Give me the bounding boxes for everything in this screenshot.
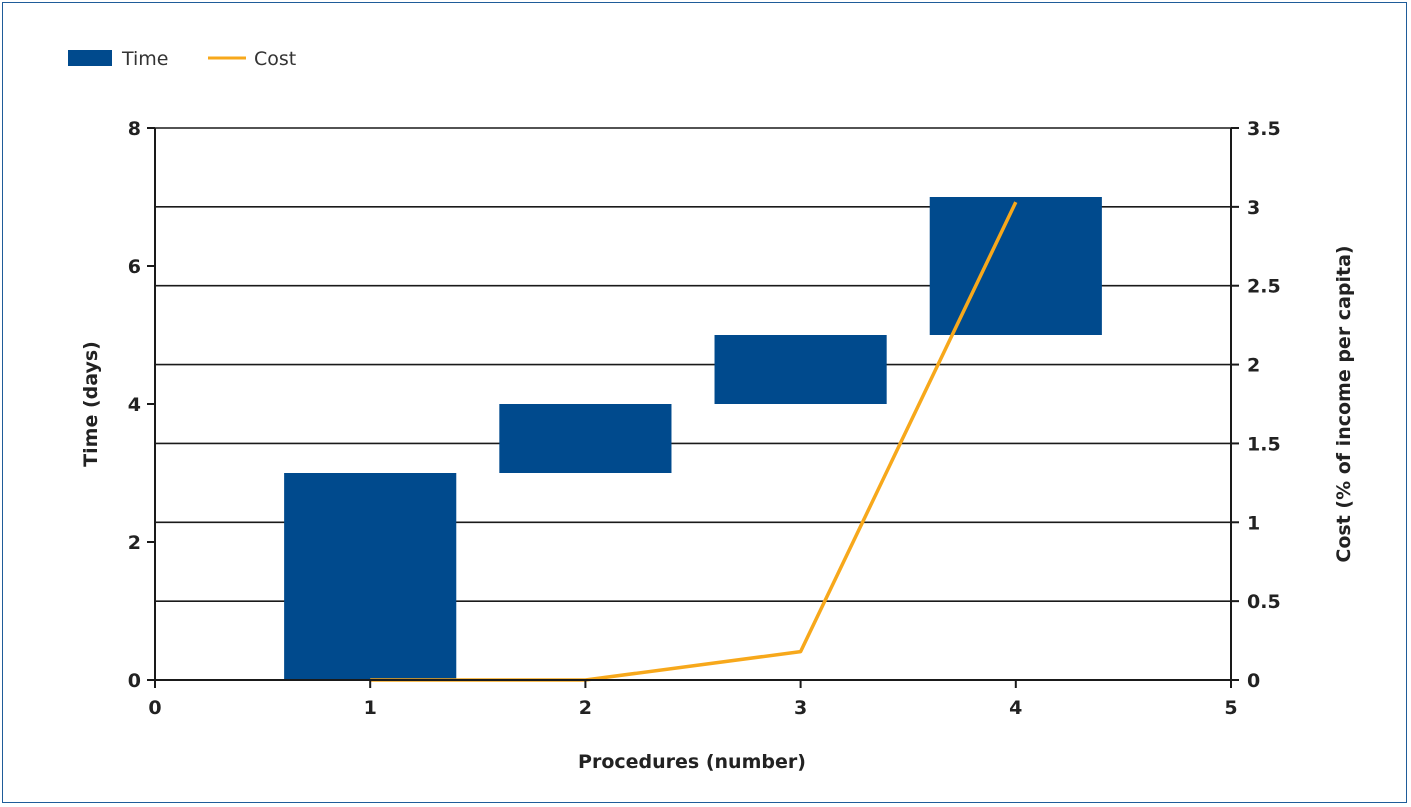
y-right-axis-title: Cost (% of income per capita) [1333, 245, 1355, 562]
cost-line [370, 201, 1018, 682]
x-tick-label-3: 3 [794, 697, 807, 719]
y-left-axis-title: Time (days) [80, 341, 102, 467]
y-right-tick-label-3: 1.5 [1247, 433, 1281, 455]
time-bar-4 [929, 197, 1102, 335]
time-bar-1 [284, 473, 457, 680]
x-tick-label-5: 5 [1224, 697, 1237, 719]
time-bar-2 [499, 404, 672, 473]
x-tick-label-4: 4 [1009, 697, 1022, 719]
y-left-tick-label-4: 8 [128, 118, 141, 140]
y-left-tick-label-0: 0 [128, 670, 141, 692]
line-layer [370, 201, 1018, 682]
time-bar-3 [714, 335, 887, 404]
x-tick-label-1: 1 [364, 697, 377, 719]
legend-cost-label: Cost [254, 48, 296, 70]
x-tick-label-0: 0 [148, 697, 161, 719]
y-right-tick-label-5: 2.5 [1247, 276, 1281, 298]
y-left-tick-label-2: 4 [128, 394, 141, 416]
x-axis-title: Procedures (number) [578, 751, 806, 773]
y-right-tick-label-6: 3 [1247, 197, 1260, 219]
legend: Time Cost [68, 48, 296, 70]
bars-layer [284, 197, 1102, 680]
y-right-tick-label-1: 0.5 [1247, 591, 1281, 613]
y-right-tick-label-0: 0 [1247, 670, 1260, 692]
legend-time-label: Time [121, 48, 169, 70]
y-right-tick-label-4: 2 [1247, 355, 1260, 377]
y-right-tick-label-2: 1 [1247, 512, 1260, 534]
legend-time-swatch [68, 50, 112, 66]
y-right-tick-label-7: 3.5 [1247, 118, 1281, 140]
x-tick-label-2: 2 [579, 697, 592, 719]
y-left-tick-label-3: 6 [128, 256, 141, 278]
y-left-tick-label-1: 2 [128, 532, 141, 554]
